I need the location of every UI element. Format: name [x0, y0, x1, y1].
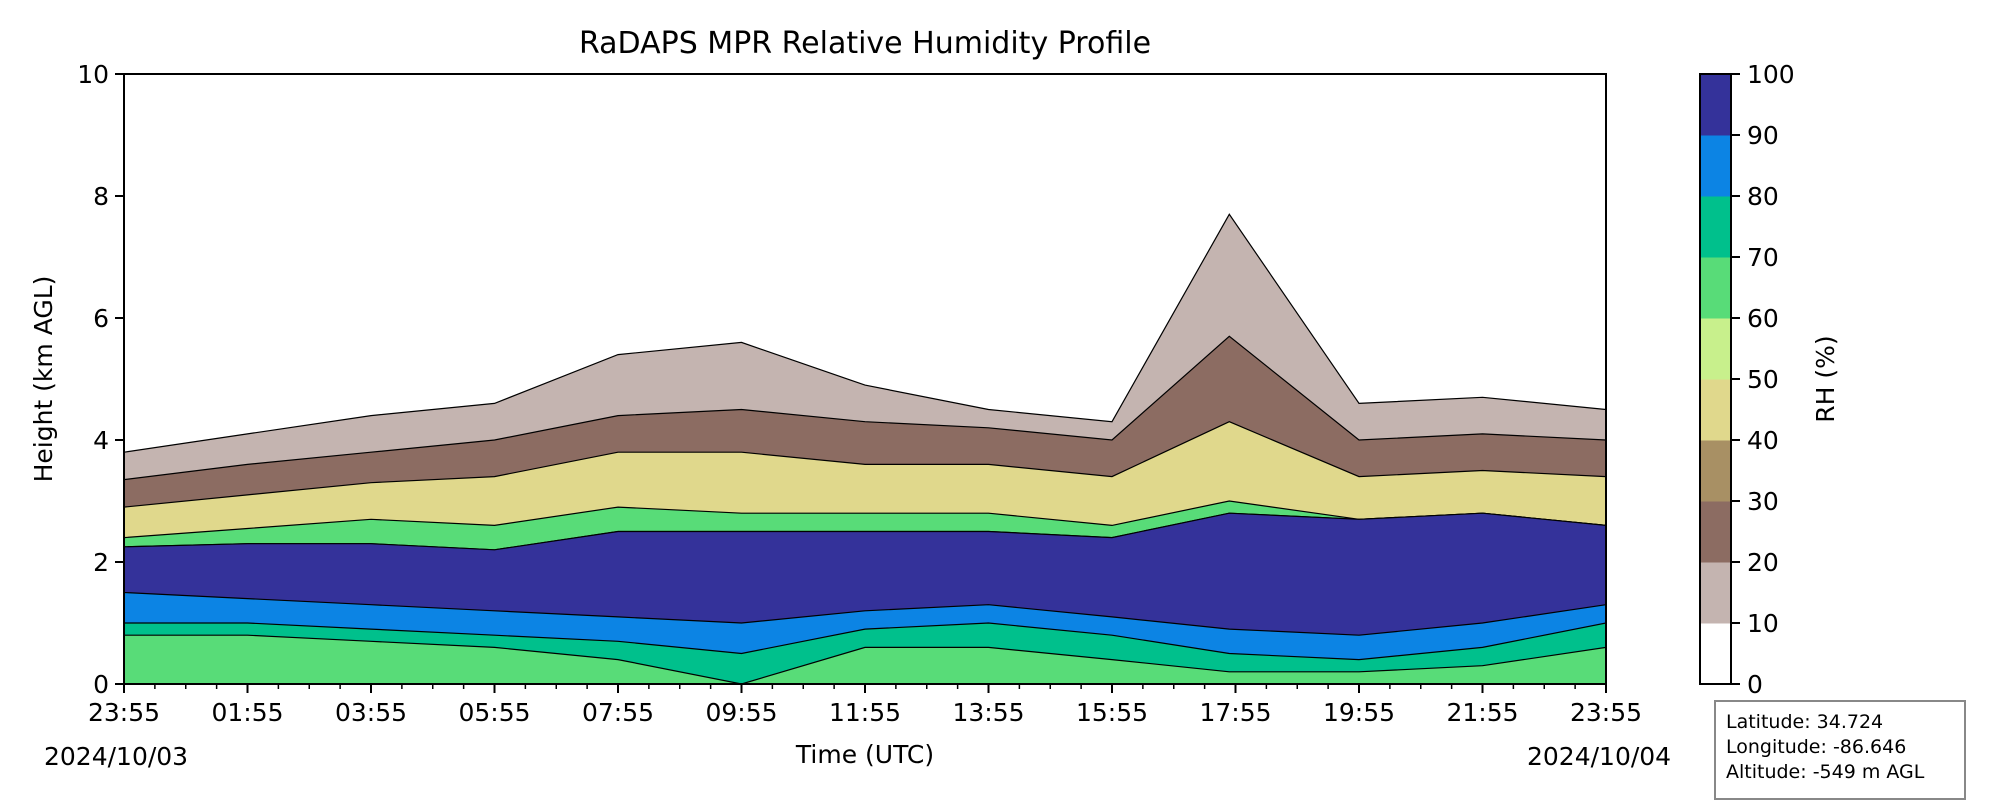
colorbar-swatch [1700, 501, 1731, 563]
y-tick-label: 8 [93, 182, 109, 211]
y-tick-label: 6 [93, 304, 109, 333]
colorbar-tick-label: 90 [1747, 121, 1779, 150]
x-tick-label: 19:55 [1323, 698, 1395, 727]
x-axis: 23:55 01:55 03:55 05:55 07:55 09:55 11:55 13:55… [88, 684, 1642, 727]
colorbar-swatch [1700, 623, 1731, 685]
longitude-text: Longitude: -86.646 [1726, 736, 1907, 758]
x-axis-label: Time (UTC) [795, 740, 934, 769]
colorbar-swatch [1700, 135, 1731, 197]
colorbar-swatch [1700, 440, 1731, 502]
colorbar-tick-label: 60 [1747, 304, 1779, 333]
colorbar-tick-label: 10 [1747, 609, 1779, 638]
colorbar-swatch [1700, 318, 1731, 380]
x-tick-label: 21:55 [1446, 698, 1518, 727]
latitude-text: Latitude: 34.724 [1726, 711, 1884, 733]
y-axis-label: Height (km AGL) [29, 276, 58, 483]
x-tick-label: 09:55 [705, 698, 777, 727]
y-tick-label: 2 [93, 548, 109, 577]
x-tick-label: 11:55 [829, 698, 901, 727]
colorbar-tick-label: 100 [1747, 60, 1795, 89]
colorbar-label: RH (%) [1811, 335, 1840, 422]
x-tick-label: 03:55 [335, 698, 407, 727]
x-tick-label: 23:55 [1570, 698, 1642, 727]
start-date: 2024/10/03 [44, 742, 188, 771]
colorbar-tick-label: 70 [1747, 243, 1779, 272]
colorbar-swatch [1700, 257, 1731, 319]
x-tick-label: 17:55 [1199, 698, 1271, 727]
colorbar-swatch [1700, 562, 1731, 624]
colorbar-tick-label: 20 [1747, 548, 1779, 577]
chart-title: RaDAPS MPR Relative Humidity Profile [579, 26, 1151, 61]
colorbar: 0 10 20 30 40 50 60 70 80 90 100 [1699, 60, 1795, 699]
rh-60-70-lower-band [124, 634, 1606, 684]
location-info-box: Latitude: 34.724 Longitude: -86.646 Alti… [1714, 700, 1966, 800]
y-tick-label: 0 [93, 670, 109, 699]
x-tick-label: 13:55 [952, 698, 1024, 727]
x-tick-label: 01:55 [211, 698, 283, 727]
colorbar-tick-label: 50 [1747, 365, 1779, 394]
colorbar-tick-label: 40 [1747, 426, 1779, 455]
colorbar-tick-label: 80 [1747, 182, 1779, 211]
rh-90-100-core [124, 512, 1606, 636]
colorbar-swatch [1700, 379, 1731, 441]
colorbar-swatch [1700, 74, 1731, 136]
y-axis: 0 2 4 6 8 10 [77, 60, 124, 699]
x-tick-label: 05:55 [458, 698, 530, 727]
colorbar-tick-label: 30 [1747, 487, 1779, 516]
end-date: 2024/10/04 [1527, 742, 1671, 771]
y-tick-label: 10 [77, 60, 109, 89]
colorbar-swatch [1700, 196, 1731, 258]
x-tick-label: 07:55 [582, 698, 654, 727]
colorbar-tick-label: 0 [1747, 670, 1763, 699]
contour-fill-layer [124, 213, 1606, 684]
altitude-text: Altitude: -549 m AGL [1726, 761, 1925, 783]
x-tick-label: 23:55 [88, 698, 160, 727]
y-tick-label: 4 [93, 426, 109, 455]
x-tick-label: 15:55 [1076, 698, 1148, 727]
